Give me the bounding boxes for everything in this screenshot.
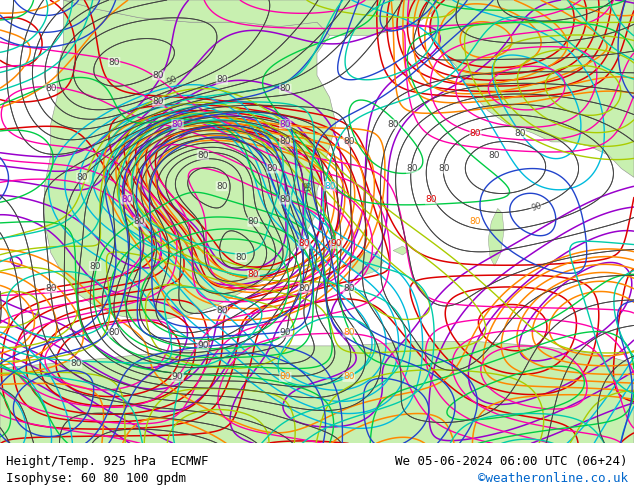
Text: 80: 80 [108,58,120,67]
Text: 80: 80 [248,217,259,226]
Text: 80: 80 [45,284,56,293]
Text: 80: 80 [248,270,259,279]
Text: 80: 80 [299,284,310,293]
Text: 80: 80 [280,84,291,93]
Text: 80: 80 [89,262,101,270]
Text: 80: 80 [406,164,418,173]
Text: 80: 80 [216,306,228,315]
Text: 80: 80 [121,195,133,204]
Text: 90: 90 [280,328,291,337]
Text: 90: 90 [172,372,183,381]
Text: 80: 80 [470,128,481,138]
Text: 80: 80 [343,284,354,293]
Text: 80: 80 [153,71,164,80]
Text: 90: 90 [197,342,209,350]
Text: 80: 80 [514,128,526,138]
Text: 80: 80 [489,151,500,160]
Text: 80: 80 [108,328,120,337]
Text: 90: 90 [330,240,342,248]
Text: 80: 80 [425,195,437,204]
Text: 80: 80 [280,137,291,147]
Text: We 05-06-2024 06:00 UTC (06+24): We 05-06-2024 06:00 UTC (06+24) [395,455,628,468]
Text: 80: 80 [299,240,310,248]
Text: 80: 80 [324,182,335,191]
Text: 80: 80 [387,120,399,129]
Text: 80: 80 [280,372,291,381]
Text: 80: 80 [134,217,145,226]
Text: 80: 80 [70,359,82,368]
Polygon shape [352,253,384,275]
Text: 80: 80 [267,164,278,173]
Polygon shape [488,208,504,266]
Text: Height/Temp. 925 hPa  ECMWF: Height/Temp. 925 hPa ECMWF [6,455,209,468]
Text: 80: 80 [153,98,164,106]
Text: 80: 80 [280,120,291,129]
Polygon shape [63,0,444,35]
Text: 80: 80 [235,253,247,262]
Polygon shape [393,246,409,255]
Text: 80: 80 [343,137,354,147]
Text: 80: 80 [438,164,450,173]
Polygon shape [44,0,336,319]
Text: Isophyse: 60 80 100 gpdm: Isophyse: 60 80 100 gpdm [6,472,186,485]
Text: 80: 80 [45,84,56,93]
Text: 80: 80 [197,151,209,160]
Text: ©weatheronline.co.uk: ©weatheronline.co.uk [477,472,628,485]
Text: 80: 80 [470,217,481,226]
Text: 80: 80 [172,120,183,129]
Text: 90: 90 [165,74,178,87]
Text: 80: 80 [77,173,88,182]
Text: 80: 80 [299,181,309,193]
Text: 80: 80 [280,195,291,204]
Text: 80: 80 [343,328,354,337]
Polygon shape [0,342,634,443]
Text: 90: 90 [530,200,543,213]
Text: 80: 80 [216,182,228,191]
Text: 80: 80 [216,75,228,84]
Text: 80: 80 [343,372,354,381]
Polygon shape [431,0,634,177]
